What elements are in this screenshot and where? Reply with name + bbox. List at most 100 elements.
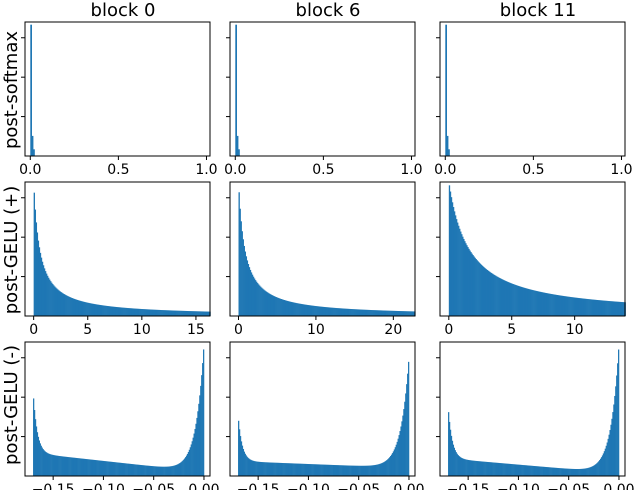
hist-bar [565,296,568,316]
hist-bar [314,464,316,476]
hist-bar [555,467,557,476]
hist-bar [112,306,115,316]
hist-bar [341,308,343,316]
hist-bar [577,469,579,476]
hist-bar [299,303,301,316]
hist-bar [140,465,142,476]
hist-bar [258,284,260,316]
hist-bar [127,463,129,476]
hist-bar [242,239,244,316]
hist-bar [130,308,132,316]
x-tick-label: 0.5 [312,162,334,178]
row-labels: post-softmax post-GELU (+) post-GELU (-) [1,31,22,465]
hist-bar [530,465,532,476]
hist-bar [199,311,201,316]
hist-bar [96,460,98,476]
hist-bar [176,310,178,316]
hist-bar [163,310,165,316]
x-tick-label: 20 [384,322,402,338]
panel-frame-gelu-pos-b0 [24,181,211,317]
hist-bar [385,310,387,316]
hist-bar [350,309,352,316]
hist-bar [281,299,284,316]
hist-bar [503,463,505,476]
hist-bar [508,463,511,476]
hist-bar [118,462,120,476]
hist-bar [73,457,76,476]
hist-bar [260,286,262,316]
hist-bar [365,309,368,316]
hist-bar [521,287,524,316]
hist-bar [274,462,276,476]
hist-bar [585,468,587,476]
hist-bar [477,461,479,476]
hist-bar [469,460,472,476]
hist-bar [129,308,131,316]
hist-bar [620,301,622,316]
hist-bar [144,309,146,316]
hist-bar [511,464,513,476]
hist-bar [367,465,369,476]
hist-bar [295,302,297,316]
hist-bar [509,463,512,476]
hist-bar [332,307,334,316]
hist-bar [328,307,331,316]
hist-bar [30,24,32,157]
hist-bar [599,460,601,476]
hist-bar [243,245,245,316]
hist-bar [182,310,185,316]
hist-bar [238,192,240,316]
hist-bar [604,448,606,476]
hist-bar [241,445,244,476]
hist-bar [479,461,481,476]
hist-bar [76,299,79,316]
hist-bar [526,465,529,476]
hist-bar [333,465,336,476]
column-title-block-0: block 0 [91,0,156,21]
hist-bar [262,288,264,316]
hist-bar [47,453,49,476]
hist-bar [60,456,62,476]
hist-bar [545,467,548,476]
hist-bar [562,295,565,316]
x-tick-label: 1.0 [610,162,632,178]
hist-bar [192,437,194,476]
hist-bar [614,395,616,476]
hist-bar [109,461,112,476]
hist-bar [206,311,208,316]
hist-bar [107,461,109,476]
hist-bar [249,269,252,316]
hist-bar [84,458,86,476]
hist-bar [561,295,564,316]
hist-bar [480,264,482,316]
hist-bar [337,308,339,316]
hist-bar [573,297,575,316]
hist-bar [184,310,187,316]
hist-bar [519,464,521,476]
panel-frame-gelu-neg-b6 [229,341,416,477]
hist-bar [171,310,173,316]
hist-bar [50,454,52,476]
hist-bar [104,305,106,316]
hist-bar [238,420,240,476]
hist-bar [280,462,283,476]
hist-bar [121,462,123,476]
hist-bar [207,311,209,316]
histogram-bars-gelu-pos-b0 [33,192,211,316]
hist-bar [497,462,499,476]
hist-bar [203,311,205,316]
hist-bar [245,256,248,316]
hist-bar [304,304,306,316]
hist-bar [571,468,573,476]
hist-bar [335,307,337,316]
hist-bar [182,460,184,476]
hist-bar [449,429,452,476]
hist-bar [95,304,97,316]
hist-bar [289,301,292,316]
histogram-bars-softmax-b11 [445,24,450,157]
hist-bar [243,451,245,476]
hist-bar [510,283,512,316]
x-tick-label: 10 [566,322,584,338]
hist-bar [287,463,289,476]
x-tick-label: 10 [307,322,325,338]
